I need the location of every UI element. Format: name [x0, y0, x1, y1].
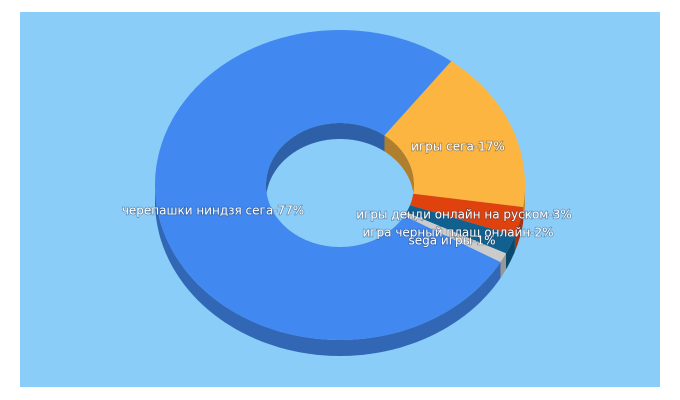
slice: [406, 205, 515, 254]
slice-side: [523, 185, 525, 224]
data-label: игры денди онлайн на руском-3%: [356, 208, 571, 222]
slice: [410, 193, 524, 236]
slice: [384, 61, 525, 208]
data-label: sega игры-1%: [409, 234, 496, 248]
slice-side: [506, 235, 515, 270]
slice-side: [500, 253, 506, 278]
slice: [155, 30, 501, 340]
slice: [404, 212, 506, 262]
data-label: черепашки ниндзя сега-77%: [122, 204, 304, 218]
data-label: игры сега-17%: [411, 140, 505, 154]
slice-inner-side: [384, 135, 414, 201]
data-label: игра черный плащ онлайн-2%: [362, 226, 553, 240]
slice-side: [514, 207, 524, 252]
slice-inner-side: [266, 123, 385, 201]
